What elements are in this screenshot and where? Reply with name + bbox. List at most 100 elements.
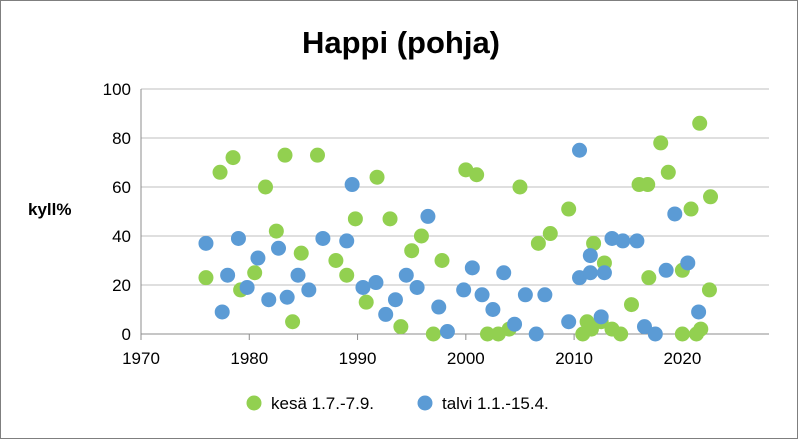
legend-label: talvi 1.1.-15.4. [442, 394, 549, 413]
y-tick-label: 80 [112, 129, 131, 148]
point-kesa [258, 179, 274, 195]
point-kesa [247, 265, 263, 281]
point-talvi [387, 292, 403, 308]
point-talvi [496, 265, 512, 281]
point-kesa [613, 326, 629, 342]
point-kesa [683, 201, 699, 217]
point-talvi [431, 299, 447, 315]
point-talvi [629, 233, 645, 249]
point-talvi [667, 206, 683, 222]
point-kesa [425, 326, 441, 342]
point-kesa [293, 245, 309, 261]
point-kesa [561, 201, 577, 217]
legend-marker [417, 395, 433, 411]
point-talvi [279, 289, 295, 305]
point-kesa [277, 147, 293, 163]
point-talvi [572, 142, 588, 158]
point-talvi [658, 262, 674, 278]
point-talvi [398, 267, 414, 283]
point-talvi [537, 287, 553, 303]
point-talvi [420, 208, 436, 224]
point-talvi [439, 324, 455, 340]
point-talvi [355, 279, 371, 295]
point-talvi [261, 292, 277, 308]
point-kesa [586, 235, 602, 251]
point-talvi [456, 282, 472, 298]
point-talvi [636, 319, 652, 335]
point-kesa [212, 164, 228, 180]
point-talvi [315, 230, 331, 246]
point-talvi [582, 265, 598, 281]
point-talvi [464, 260, 480, 276]
x-tick-label: 2010 [555, 349, 593, 368]
point-kesa [640, 177, 656, 193]
point-kesa [653, 135, 669, 151]
point-kesa [479, 326, 495, 342]
y-tick-label: 40 [112, 227, 131, 246]
point-kesa [530, 235, 546, 251]
x-tick-label: 2000 [447, 349, 485, 368]
point-talvi [339, 233, 355, 249]
point-kesa [328, 253, 344, 268]
point-talvi [368, 275, 384, 291]
x-tick-label: 2020 [663, 349, 701, 368]
point-talvi [230, 230, 246, 246]
point-talvi [290, 267, 306, 283]
point-kesa [382, 211, 398, 227]
x-tick-label: 1980 [230, 349, 268, 368]
point-talvi [214, 304, 230, 320]
point-kesa [693, 321, 709, 337]
point-talvi [301, 282, 317, 298]
point-kesa [641, 270, 657, 286]
point-kesa [339, 267, 355, 283]
y-tick-label: 60 [112, 178, 131, 197]
point-kesa [309, 147, 325, 163]
point-kesa [623, 297, 639, 313]
y-axis-label: kyll% [28, 200, 71, 219]
point-talvi [485, 302, 501, 317]
legend-label: kesä 1.7.-7.9. [271, 394, 374, 413]
point-talvi [271, 240, 287, 256]
chart-title: Happi (pohja) [302, 25, 500, 60]
point-kesa [225, 150, 241, 166]
point-kesa [703, 189, 719, 205]
legend-marker [246, 395, 262, 411]
point-kesa [369, 169, 385, 185]
point-talvi [220, 267, 236, 283]
point-talvi [378, 306, 394, 322]
point-talvi [691, 304, 707, 320]
point-kesa [660, 164, 676, 180]
point-kesa [268, 223, 284, 239]
y-tick-label: 0 [122, 325, 131, 344]
point-talvi [582, 248, 598, 264]
y-tick-label: 20 [112, 276, 131, 295]
point-kesa [393, 319, 409, 335]
point-kesa [434, 253, 450, 268]
point-kesa [404, 243, 420, 259]
y-tick-label: 100 [103, 80, 131, 99]
point-talvi [593, 309, 609, 325]
point-talvi [344, 177, 360, 193]
point-kesa [198, 270, 214, 286]
point-kesa [285, 314, 301, 330]
point-talvi [517, 287, 533, 303]
point-talvi [680, 255, 696, 271]
point-kesa [413, 228, 429, 244]
point-talvi [198, 235, 214, 251]
point-kesa [674, 326, 690, 342]
point-talvi [647, 326, 663, 342]
x-tick-label: 1990 [339, 349, 377, 368]
point-talvi [239, 279, 255, 295]
point-talvi [615, 233, 631, 249]
x-tick-label: 1970 [122, 349, 160, 368]
point-talvi [596, 265, 612, 281]
point-kesa [358, 294, 374, 310]
point-kesa [542, 226, 558, 242]
point-talvi [528, 326, 544, 342]
point-talvi [561, 314, 577, 330]
point-kesa [692, 115, 708, 131]
point-kesa [469, 167, 485, 183]
point-talvi [250, 250, 266, 266]
